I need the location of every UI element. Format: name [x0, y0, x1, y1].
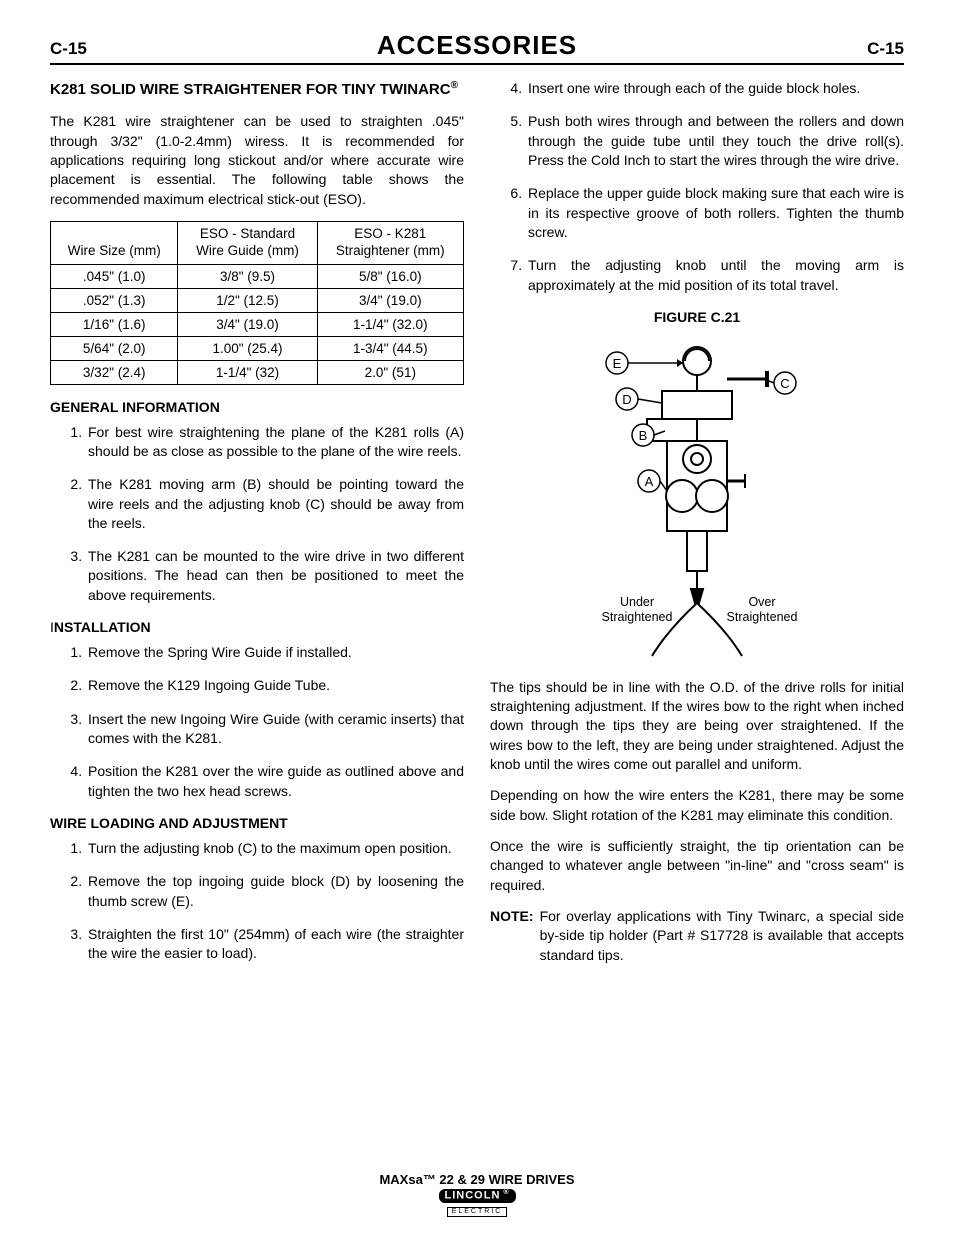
- left-column: K281 SOLID WIRE STRAIGHTENER FOR TINY TW…: [50, 79, 464, 978]
- eso-table: Wire Size (mm)ESO - StandardWire Guide (…: [50, 221, 464, 385]
- table-cell: 3/32" (2.4): [51, 360, 178, 384]
- list-item: Turn the adjusting knob until the moving…: [526, 256, 904, 295]
- page-number-right: C-15: [867, 39, 904, 59]
- table-header: ESO - StandardWire Guide (mm): [178, 221, 317, 264]
- table-cell: 1/2" (12.5): [178, 288, 317, 312]
- table-cell: 3/8" (9.5): [178, 264, 317, 288]
- table-row: 3/32" (2.4)1-1/4" (32)2.0" (51): [51, 360, 464, 384]
- section-heading: K281 SOLID WIRE STRAIGHTENER FOR TINY TW…: [50, 79, 464, 100]
- logo-top: LINCOLN: [439, 1189, 516, 1203]
- list-item: Position the K281 over the wire guide as…: [86, 762, 464, 801]
- page-title: ACCESSORIES: [377, 30, 577, 61]
- table-header: Wire Size (mm): [51, 221, 178, 264]
- general-info-list: For best wire straightening the plane of…: [50, 423, 464, 606]
- note-text: For overlay applications with Tiny Twina…: [540, 907, 904, 965]
- figure-title: FIGURE C.21: [490, 309, 904, 325]
- note-row: NOTE: For overlay applications with Tiny…: [490, 907, 904, 965]
- table-cell: .052" (1.3): [51, 288, 178, 312]
- table-row: .045" (1.0)3/8" (9.5)5/8" (16.0): [51, 264, 464, 288]
- table-row: .052" (1.3)1/2" (12.5)3/4" (19.0): [51, 288, 464, 312]
- table-row: 5/64" (2.0)1.00" (25.4)1-3/4" (44.5): [51, 336, 464, 360]
- list-item: Turn the adjusting knob (C) to the maxim…: [86, 839, 464, 858]
- list-item: Replace the upper guide block making sur…: [526, 184, 904, 242]
- list-item: Straighten the first 10" (254mm) of each…: [86, 925, 464, 964]
- figure-c21: E C D B A Under Straightened Over Straig…: [490, 331, 904, 664]
- note-label: NOTE:: [490, 907, 534, 965]
- table-cell: 3/4" (19.0): [178, 312, 317, 336]
- intro-paragraph: The K281 wire straightener can be used t…: [50, 112, 464, 209]
- orientation-paragraph: Once the wire is sufficiently straight, …: [490, 837, 904, 895]
- over-label-1: Over: [748, 595, 775, 609]
- registered-mark: ®: [451, 80, 458, 91]
- right-column: Insert one wire through each of the guid…: [490, 79, 904, 978]
- under-label-2: Straightened: [602, 610, 673, 624]
- list-item: Remove the top ingoing guide block (D) b…: [86, 872, 464, 911]
- table-cell: 5/64" (2.0): [51, 336, 178, 360]
- table-cell: 1-3/4" (44.5): [317, 336, 463, 360]
- table-cell: 5/8" (16.0): [317, 264, 463, 288]
- page-header: C-15 ACCESSORIES C-15: [50, 30, 904, 65]
- lincoln-logo: LINCOLN ELECTRIC: [439, 1189, 516, 1217]
- list-item: The K281 can be mounted to the wire driv…: [86, 547, 464, 605]
- tips-paragraph: The tips should be in line with the O.D.…: [490, 678, 904, 775]
- list-item: Remove the Spring Wire Guide if installe…: [86, 643, 464, 662]
- heading-text: K281 SOLID WIRE STRAIGHTENER FOR TINY TW…: [50, 81, 451, 98]
- under-label-1: Under: [620, 595, 654, 609]
- wire-loading-cont-list: Insert one wire through each of the guid…: [490, 79, 904, 295]
- wire-loading-list: Turn the adjusting knob (C) to the maxim…: [50, 839, 464, 964]
- list-item: Push both wires through and between the …: [526, 112, 904, 170]
- logo-bottom: ELECTRIC: [447, 1207, 508, 1217]
- label-e: E: [613, 356, 622, 371]
- install-rest: NSTALLATION: [54, 619, 151, 635]
- installation-heading: INSTALLATION: [50, 619, 464, 635]
- table-header: ESO - K281Straightener (mm): [317, 221, 463, 264]
- wire-loading-heading: WIRE LOADING AND ADJUSTMENT: [50, 815, 464, 831]
- table-cell: .045" (1.0): [51, 264, 178, 288]
- table-cell: 2.0" (51): [317, 360, 463, 384]
- table-cell: 1.00" (25.4): [178, 336, 317, 360]
- list-item: Insert one wire through each of the guid…: [526, 79, 904, 98]
- list-item: The K281 moving arm (B) should be pointi…: [86, 475, 464, 533]
- page-number-left: C-15: [50, 39, 87, 59]
- installation-list: Remove the Spring Wire Guide if installe…: [50, 643, 464, 801]
- table-cell: 1-1/4" (32): [178, 360, 317, 384]
- list-item: Remove the K129 Ingoing Guide Tube.: [86, 676, 464, 695]
- table-cell: 1/16" (1.6): [51, 312, 178, 336]
- list-item: For best wire straightening the plane of…: [86, 423, 464, 462]
- footer-title: MAXsa™ 22 & 29 WIRE DRIVES: [0, 1172, 954, 1187]
- list-item: Insert the new Ingoing Wire Guide (with …: [86, 710, 464, 749]
- table-row: 1/16" (1.6)3/4" (19.0)1-1/4" (32.0): [51, 312, 464, 336]
- label-d: D: [622, 392, 631, 407]
- table-cell: 3/4" (19.0): [317, 288, 463, 312]
- over-label-2: Straightened: [727, 610, 798, 624]
- label-a: A: [645, 474, 654, 489]
- label-b: B: [639, 428, 648, 443]
- table-cell: 1-1/4" (32.0): [317, 312, 463, 336]
- straightener-diagram: E C D B A Under Straightened Over Straig…: [547, 331, 847, 661]
- page-footer: MAXsa™ 22 & 29 WIRE DRIVES LINCOLN ELECT…: [0, 1172, 954, 1217]
- label-c: C: [780, 376, 789, 391]
- general-info-heading: GENERAL INFORMATION: [50, 399, 464, 415]
- side-bow-paragraph: Depending on how the wire enters the K28…: [490, 786, 904, 825]
- content-columns: K281 SOLID WIRE STRAIGHTENER FOR TINY TW…: [50, 79, 904, 978]
